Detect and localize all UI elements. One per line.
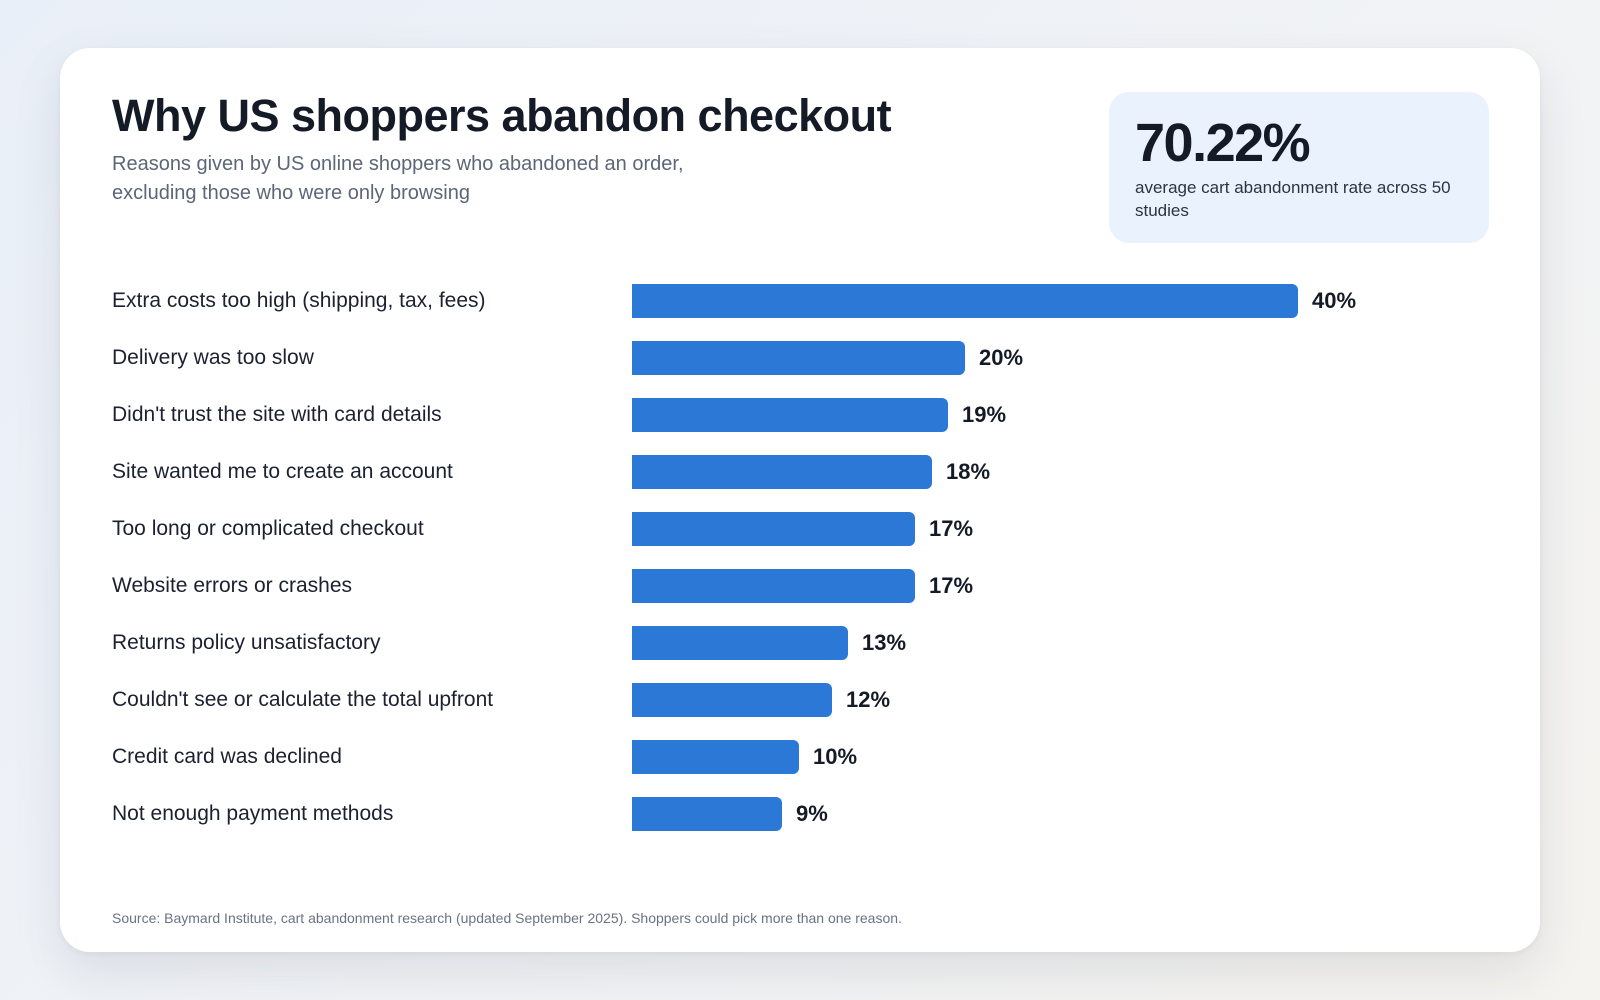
bar-value-label: 18% bbox=[946, 459, 991, 484]
bar-value-label: 19% bbox=[962, 402, 1007, 427]
bar-row: Credit card was declined 10% bbox=[112, 740, 1492, 774]
category-label: Didn't trust the site with card details bbox=[112, 403, 442, 426]
bar-chart: Extra costs too high (shipping, tax, fee… bbox=[112, 284, 1492, 864]
bar-value-label: 13% bbox=[862, 630, 907, 655]
chart-subtitle: Reasons given by US online shoppers who … bbox=[112, 153, 684, 204]
category-label: Website errors or crashes bbox=[112, 574, 353, 597]
bar-row: Site wanted me to create an account 18% bbox=[112, 455, 1492, 489]
bar bbox=[632, 626, 848, 660]
bar-value-label: 40% bbox=[1312, 288, 1357, 313]
category-label: Too long or complicated checkout bbox=[112, 517, 424, 540]
category-label: Returns policy unsatisfactory bbox=[112, 631, 381, 654]
bar-value-label: 17% bbox=[929, 516, 974, 541]
category-label: Couldn't see or calculate the total upfr… bbox=[112, 688, 494, 711]
bar-row: Website errors or crashes 17% bbox=[112, 569, 1492, 603]
bar-row: Delivery was too slow 20% bbox=[112, 341, 1492, 375]
category-label: Not enough payment methods bbox=[112, 802, 394, 825]
category-label: Site wanted me to create an account bbox=[112, 460, 453, 483]
source-note: Source: Baymard Institute, cart abandonm… bbox=[112, 910, 902, 926]
bar-value-label: 12% bbox=[846, 687, 891, 712]
bar bbox=[632, 569, 915, 603]
bar-value-label: 20% bbox=[979, 345, 1024, 370]
chart-card: Why US shoppers abandon checkout Reasons… bbox=[60, 48, 1540, 952]
highlight-stat-value: 70.22% bbox=[1135, 113, 1311, 173]
category-label: Credit card was declined bbox=[112, 745, 342, 768]
chart-title: Why US shoppers abandon checkout bbox=[112, 90, 892, 141]
category-label: Extra costs too high (shipping, tax, fee… bbox=[112, 289, 486, 312]
bar-value-label: 10% bbox=[813, 744, 858, 769]
bar-row: Extra costs too high (shipping, tax, fee… bbox=[112, 284, 1492, 318]
bar-row: Didn't trust the site with card details 1… bbox=[112, 398, 1492, 432]
bar-row: Returns policy unsatisfactory 13% bbox=[112, 626, 1492, 660]
bar bbox=[632, 284, 1298, 318]
bar-value-label: 9% bbox=[796, 801, 828, 826]
bar-row: Couldn't see or calculate the total upfr… bbox=[112, 683, 1492, 717]
bar bbox=[632, 398, 948, 432]
bar-row: Too long or complicated checkout 17% bbox=[112, 512, 1492, 546]
bar-value-label: 17% bbox=[929, 573, 974, 598]
bar bbox=[632, 683, 832, 717]
bar-row: Not enough payment methods 9% bbox=[112, 797, 1492, 831]
bar bbox=[632, 740, 799, 774]
highlight-stat-label: average cart abandonment rate across 50 … bbox=[1135, 178, 1451, 220]
bar bbox=[632, 512, 915, 546]
bar bbox=[632, 797, 782, 831]
bar bbox=[632, 341, 965, 375]
highlight-stat-box: 70.22% average cart abandonment rate acr… bbox=[1109, 92, 1489, 243]
category-label: Delivery was too slow bbox=[112, 346, 314, 369]
bar bbox=[632, 455, 932, 489]
